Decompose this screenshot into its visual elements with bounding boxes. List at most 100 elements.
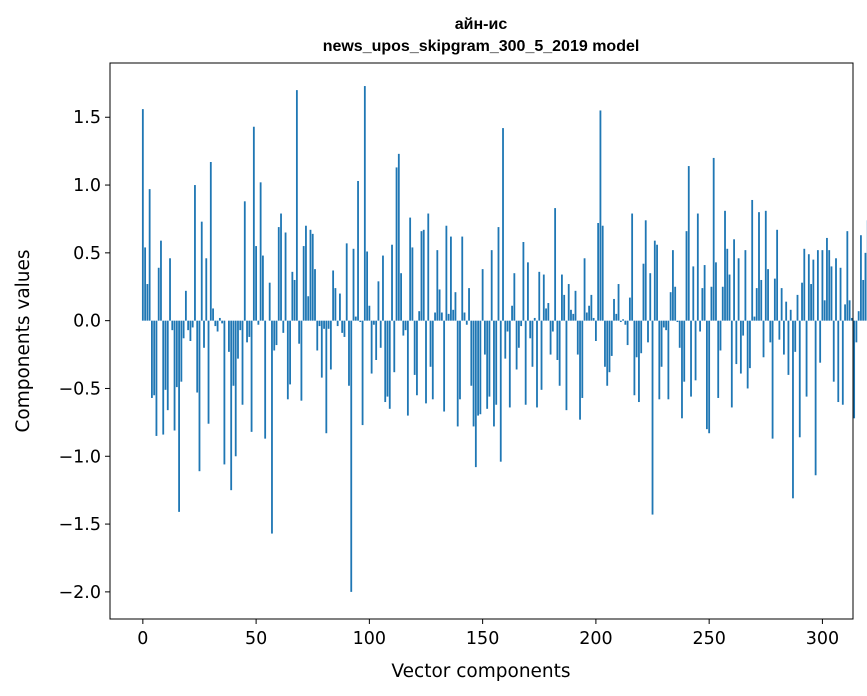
bar: [810, 284, 812, 321]
bar: [644, 220, 647, 321]
x-tick-label: 50: [245, 629, 267, 649]
bar: [257, 320, 260, 325]
bar: [726, 248, 729, 321]
bar: [789, 309, 792, 321]
bar: [209, 162, 212, 321]
plot-frame: [109, 62, 854, 620]
bar: [275, 320, 278, 346]
bar: [386, 320, 389, 397]
bar: [465, 320, 468, 325]
bar: [502, 128, 504, 321]
bar: [239, 320, 242, 331]
y-tick-label: 0.5: [73, 244, 101, 264]
bar: [252, 126, 255, 321]
bar: [631, 213, 634, 321]
bar: [701, 288, 704, 321]
y-axis-ticks: −2.0 −1.5 −1.0 −0.5 0.0 0.5 1.0 1.5: [59, 108, 110, 603]
bar: [282, 320, 285, 333]
bar: [783, 320, 785, 355]
bar: [606, 320, 609, 386]
bar: [812, 259, 815, 321]
bar: [839, 267, 842, 321]
bar: [370, 320, 373, 374]
bar: [157, 267, 160, 321]
y-tick-label: −1.0: [59, 447, 102, 467]
bar: [567, 284, 570, 321]
bar: [819, 320, 822, 363]
bar: [801, 282, 803, 321]
bar: [549, 320, 552, 355]
bar: [554, 208, 557, 321]
bar: [413, 320, 416, 375]
bar: [216, 320, 219, 332]
bar: [604, 320, 606, 367]
bar: [816, 250, 819, 321]
bar: [590, 294, 593, 321]
bar: [610, 320, 613, 356]
bar: [665, 320, 668, 331]
bar: [191, 320, 194, 328]
bar: [653, 240, 656, 321]
bar: [821, 250, 824, 321]
bar: [316, 320, 319, 351]
bar: [341, 320, 344, 333]
bar: [504, 320, 507, 359]
bar: [307, 296, 310, 321]
bar: [295, 90, 298, 321]
bar: [404, 320, 407, 331]
bar: [436, 250, 439, 321]
bar: [572, 313, 575, 321]
bar: [737, 258, 740, 321]
bar: [447, 313, 450, 321]
bar: [427, 213, 430, 321]
bar: [733, 239, 735, 321]
bar: [592, 317, 595, 321]
bar: [556, 320, 559, 360]
bar: [354, 316, 357, 321]
bar: [237, 320, 239, 359]
bar: [255, 246, 258, 321]
bar: [574, 290, 577, 321]
bar: [212, 308, 214, 321]
bar: [169, 258, 171, 321]
bar: [293, 279, 296, 321]
bar: [411, 247, 414, 321]
bar: [511, 305, 513, 321]
bar: [848, 300, 851, 321]
bar: [710, 286, 713, 321]
bar: [576, 320, 579, 355]
bar: [778, 320, 781, 340]
bar: [271, 320, 273, 534]
y-tick-label: −1.5: [59, 515, 102, 535]
bar: [794, 320, 797, 352]
bar: [828, 250, 831, 321]
bar: [200, 221, 203, 321]
bar: [221, 320, 224, 324]
bar: [588, 305, 590, 321]
bar: [207, 320, 210, 424]
bar: [189, 320, 192, 341]
bar: [160, 240, 162, 321]
bar: [144, 247, 147, 321]
bar: [406, 320, 409, 416]
bar: [814, 320, 817, 476]
bar: [262, 255, 264, 321]
bar: [708, 320, 711, 434]
bar: [198, 320, 201, 472]
bar: [583, 258, 586, 321]
bar: [194, 185, 196, 321]
bar: [497, 227, 500, 321]
bar: [855, 320, 858, 343]
bar: [599, 110, 602, 321]
x-tick-label: 200: [579, 629, 612, 649]
bar: [409, 217, 412, 321]
bar: [481, 269, 484, 321]
bar: [318, 320, 321, 327]
x-tick-label: 150: [466, 629, 499, 649]
bar: [182, 320, 185, 339]
bar: [323, 320, 325, 329]
bar: [384, 320, 387, 403]
bar: [826, 237, 828, 321]
bar: [717, 320, 720, 398]
bar: [531, 320, 534, 367]
